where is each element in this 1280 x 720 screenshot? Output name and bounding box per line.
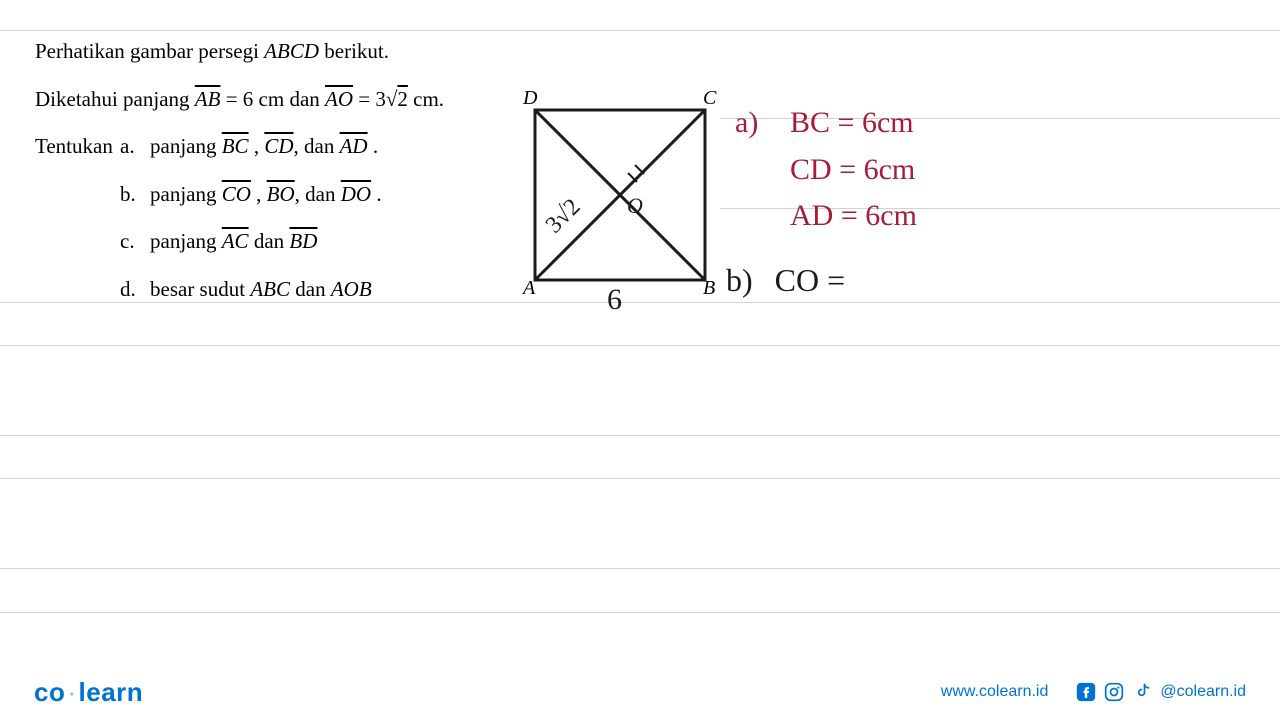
- item-b-join: , dan: [295, 182, 336, 206]
- social-handle: @colearn.id: [1160, 683, 1246, 701]
- item-b-pre: panjang: [150, 182, 216, 206]
- item-c-join: dan: [254, 229, 284, 253]
- bottom-label: 6: [607, 283, 622, 317]
- seg-ao: AO: [325, 87, 353, 111]
- item-b-label: b.: [120, 178, 136, 212]
- item-d-pre: besar sudut: [150, 277, 245, 301]
- seg-cd: CD: [264, 134, 293, 158]
- vertex-a: A: [523, 277, 535, 300]
- intro-shape: ABCD: [264, 39, 319, 63]
- sqrt: √: [386, 87, 398, 111]
- square-diagram: D C A B O 3√2 6: [515, 95, 725, 315]
- logo-dot: ·: [67, 677, 76, 707]
- angle-aob: AOB: [331, 277, 372, 301]
- seg-co: CO: [222, 182, 251, 206]
- eq1: = 6 cm dan: [226, 87, 320, 111]
- determine-label: Tentukan: [35, 130, 120, 164]
- note-a-label: a): [735, 100, 790, 147]
- item-d-label: d.: [120, 273, 136, 307]
- vertex-c: C: [703, 87, 716, 110]
- handwritten-answers: a) BC = 6cm CD = 6cm AD = 6cm: [735, 100, 917, 240]
- center-o: O: [627, 193, 643, 219]
- determine-row: Tentukan a. panjang BC , CD, dan AD .: [35, 130, 515, 164]
- item-c-label: c.: [120, 225, 135, 259]
- item-a-join: , dan: [294, 134, 335, 158]
- question-intro: Perhatikan gambar persegi ABCD berikut.: [35, 35, 515, 69]
- eq2-pre: = 3: [358, 87, 386, 111]
- handwritten-b: b) CO =: [726, 262, 845, 299]
- intro-text: Perhatikan gambar persegi: [35, 39, 259, 63]
- seg-bo: BO: [267, 182, 295, 206]
- question-known: Diketahui panjang AB = 6 cm dan AO = 3√2…: [35, 83, 515, 117]
- sqrt-val: 2: [397, 87, 408, 111]
- footer-right: www.colearn.id @colearn.id: [941, 682, 1246, 702]
- question-block: Perhatikan gambar persegi ABCD berikut. …: [35, 35, 515, 321]
- item-d-join: dan: [295, 277, 325, 301]
- item-b: b. panjang CO , BO, dan DO .: [150, 178, 515, 212]
- note-b-label: b): [726, 262, 753, 298]
- note-a1: BC = 6cm: [790, 100, 914, 147]
- logo-part-a: co: [34, 677, 65, 707]
- angle-abc: ABC: [250, 277, 290, 301]
- tiktok-icon: [1132, 682, 1152, 702]
- instagram-icon: [1104, 682, 1124, 702]
- item-a-pre: panjang: [150, 134, 216, 158]
- seg-ab: AB: [195, 87, 221, 111]
- facebook-icon: [1076, 682, 1096, 702]
- item-c-pre: panjang: [150, 229, 216, 253]
- known-pre: Diketahui panjang: [35, 87, 190, 111]
- brand-logo: co·learn: [34, 677, 143, 708]
- note-a2: CD = 6cm: [790, 147, 915, 194]
- seg-bc: BC: [222, 134, 249, 158]
- eq2-post: cm.: [408, 87, 444, 111]
- vertex-b: B: [703, 277, 715, 300]
- vertex-d: D: [523, 87, 537, 110]
- seg-do: DO: [341, 182, 371, 206]
- social-group: @colearn.id: [1076, 682, 1246, 702]
- item-c: c. panjang AC dan BD: [150, 225, 515, 259]
- seg-bd: BD: [289, 229, 317, 253]
- item-d: d. besar sudut ABC dan AOB: [150, 273, 515, 307]
- item-a-label: a.: [120, 130, 135, 164]
- page: Perhatikan gambar persegi ABCD berikut. …: [0, 0, 1280, 720]
- seg-ac: AC: [222, 229, 249, 253]
- footer-url: www.colearn.id: [941, 683, 1049, 701]
- note-b-text: CO =: [775, 262, 846, 298]
- seg-ad: AD: [340, 134, 368, 158]
- logo-part-b: learn: [79, 677, 144, 707]
- footer: co·learn www.colearn.id @colearn.id: [0, 664, 1280, 720]
- note-a3: AD = 6cm: [790, 193, 917, 240]
- intro-end: berikut.: [324, 39, 389, 63]
